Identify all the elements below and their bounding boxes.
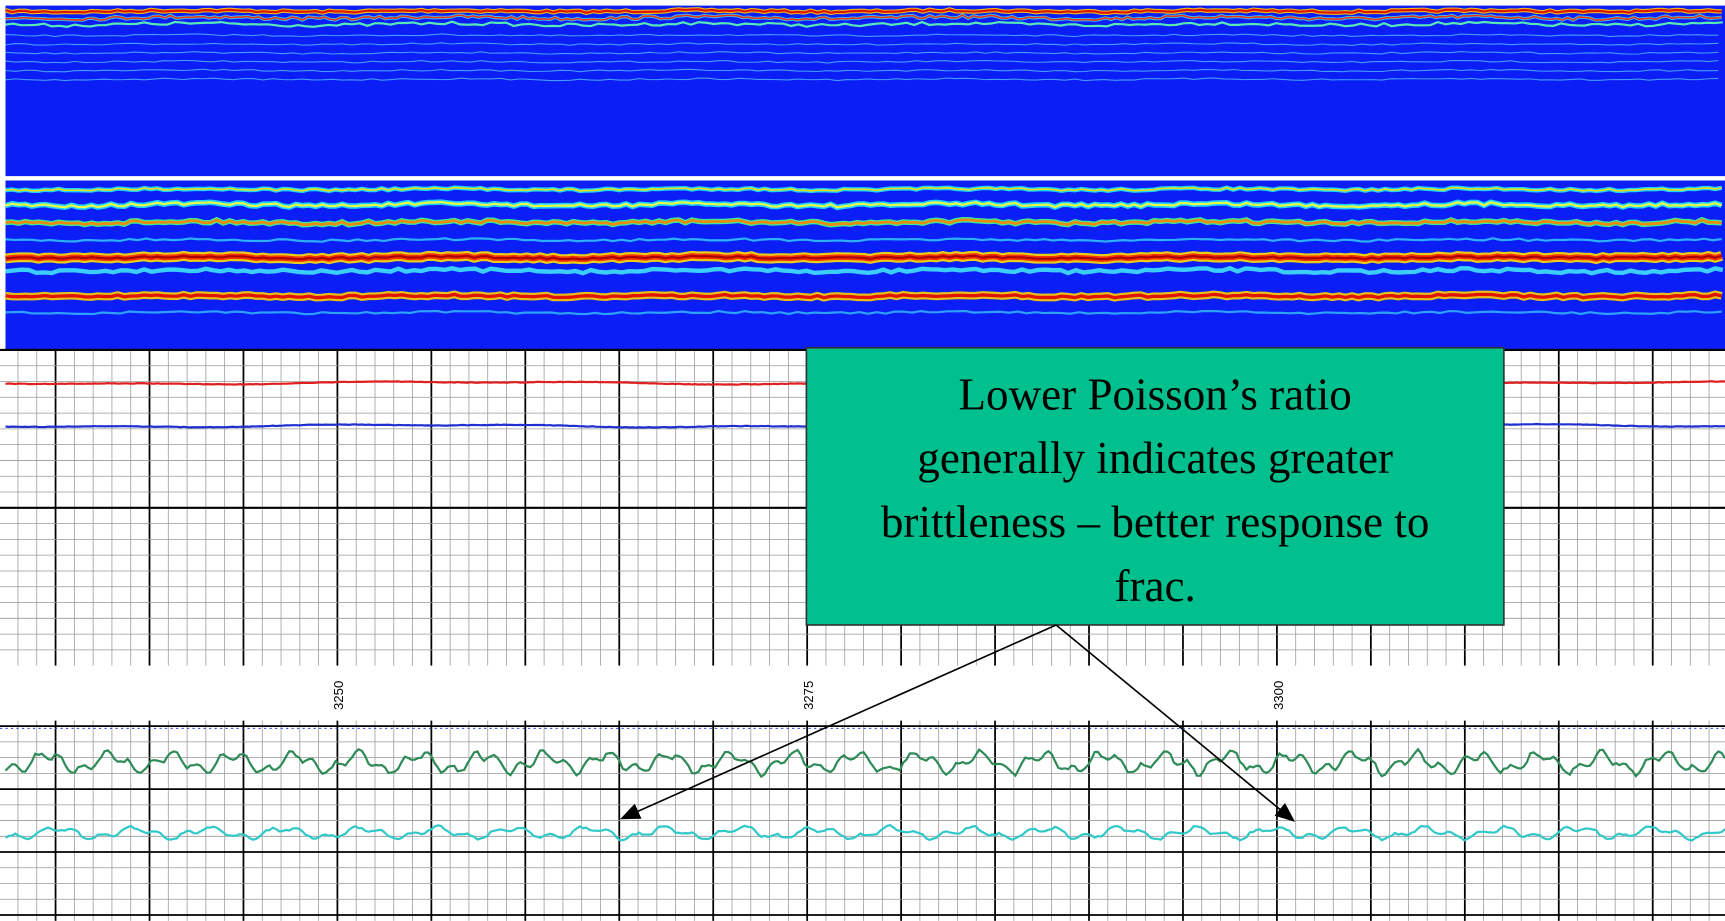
image-band — [5, 237, 1722, 243]
arrow — [1055, 624, 1296, 822]
image-band — [5, 14, 1722, 22]
callout-line: brittleness – better response to — [881, 497, 1430, 547]
log-curve — [4, 747, 1725, 779]
image-band — [5, 292, 1723, 300]
image-band — [5, 33, 1719, 38]
image-track — [5, 5, 1725, 177]
depth-label: 3250 — [331, 681, 346, 710]
image-band — [5, 265, 1724, 276]
image-band — [5, 8, 1722, 15]
waveform-image-tracks — [4, 5, 1725, 350]
depth-track-background — [0, 667, 1725, 719]
callout: Lower Poisson’s ratio generally indicates… — [620, 346, 1505, 822]
image-band — [5, 51, 1719, 55]
image-band — [5, 309, 1722, 316]
image-band — [5, 77, 1719, 82]
image-band — [5, 218, 1722, 227]
callout-line: frac. — [1114, 561, 1195, 611]
image-band — [5, 20, 1723, 28]
image-band — [5, 200, 1723, 209]
log-curve — [4, 823, 1725, 842]
image-band — [5, 254, 1722, 261]
image-band — [5, 186, 1722, 192]
arrow — [620, 624, 1057, 820]
callout-line: generally indicates greater — [917, 433, 1393, 483]
depth-label: 3275 — [801, 681, 816, 710]
callout-box — [805, 346, 1505, 626]
image-band — [5, 59, 1719, 64]
callout-line: Lower Poisson’s ratio — [958, 369, 1351, 419]
depth-label: 3300 — [1271, 681, 1286, 710]
image-band — [5, 42, 1719, 46]
callout-text: Lower Poisson’s ratio generally indicates… — [881, 369, 1430, 610]
depth-track: 3250 3275 3300 — [0, 667, 1725, 719]
image-band — [5, 68, 1719, 73]
